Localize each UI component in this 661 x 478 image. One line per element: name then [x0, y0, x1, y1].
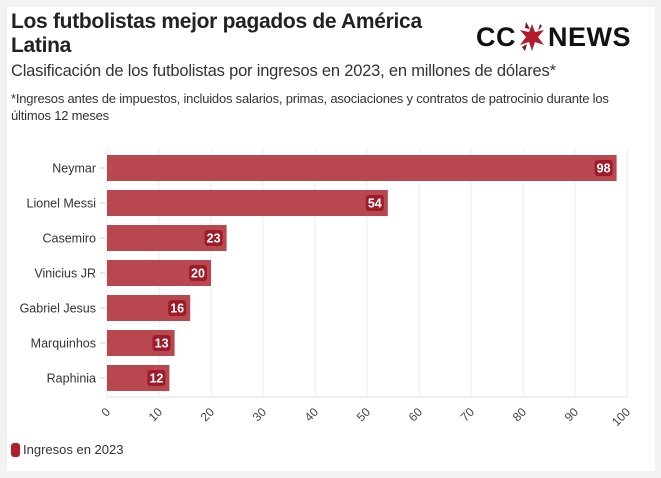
data-label: 13 [155, 337, 169, 351]
data-label: 12 [149, 372, 163, 386]
data-label-bg [594, 160, 613, 176]
x-tick-label: 30 [250, 405, 270, 425]
category-label: Gabriel Jesus [20, 302, 96, 316]
legend-swatch [11, 442, 20, 457]
x-tick-label: 10 [146, 405, 166, 425]
data-label-bg [147, 370, 166, 386]
data-label: 54 [368, 197, 382, 211]
x-tick-label: 70 [458, 405, 478, 425]
x-tick-label: 20 [198, 405, 218, 425]
legend-label: Ingresos en 2023 [23, 442, 124, 457]
category-label: Neymar [52, 162, 96, 176]
x-tick-label: 80 [510, 405, 530, 425]
bar [107, 190, 388, 216]
legend[interactable]: Ingresos en 2023 [11, 442, 123, 457]
data-label-bg [365, 195, 384, 211]
data-label: 23 [207, 232, 221, 246]
x-tick-label: 40 [302, 405, 322, 425]
star-icon [520, 22, 544, 51]
logo-text-right: NEWS [548, 21, 631, 52]
data-label: 98 [597, 162, 611, 176]
category-label: Marquinhos [31, 337, 96, 351]
x-tick-label: 60 [406, 405, 426, 425]
data-label-bg [189, 265, 207, 281]
category-label: Vinicius JR [34, 267, 96, 281]
x-tick-label: 100 [609, 405, 633, 429]
data-label-bg [204, 230, 223, 246]
chart-subtitle: Clasificación de los futbolistas por ing… [11, 62, 556, 80]
x-tick-label: 0 [98, 405, 113, 420]
data-label: 16 [170, 302, 184, 316]
logo: CC NEWS [476, 17, 631, 57]
data-label-bg [168, 300, 187, 316]
category-label: Raphinia [47, 372, 96, 386]
category-label: Casemiro [43, 232, 97, 246]
x-tick-label: 50 [354, 405, 374, 425]
category-label: Lionel Messi [27, 197, 96, 211]
chart-title: Los futbolistas mejor pagados de América… [11, 10, 422, 57]
chart-footnote: *Ingresos antes de impuestos, incluidos … [11, 91, 609, 123]
bar [107, 155, 617, 181]
logo-text-left: CC [476, 21, 516, 52]
data-label-bg [152, 335, 171, 351]
data-label: 20 [191, 267, 205, 281]
x-tick-label: 90 [562, 405, 582, 425]
